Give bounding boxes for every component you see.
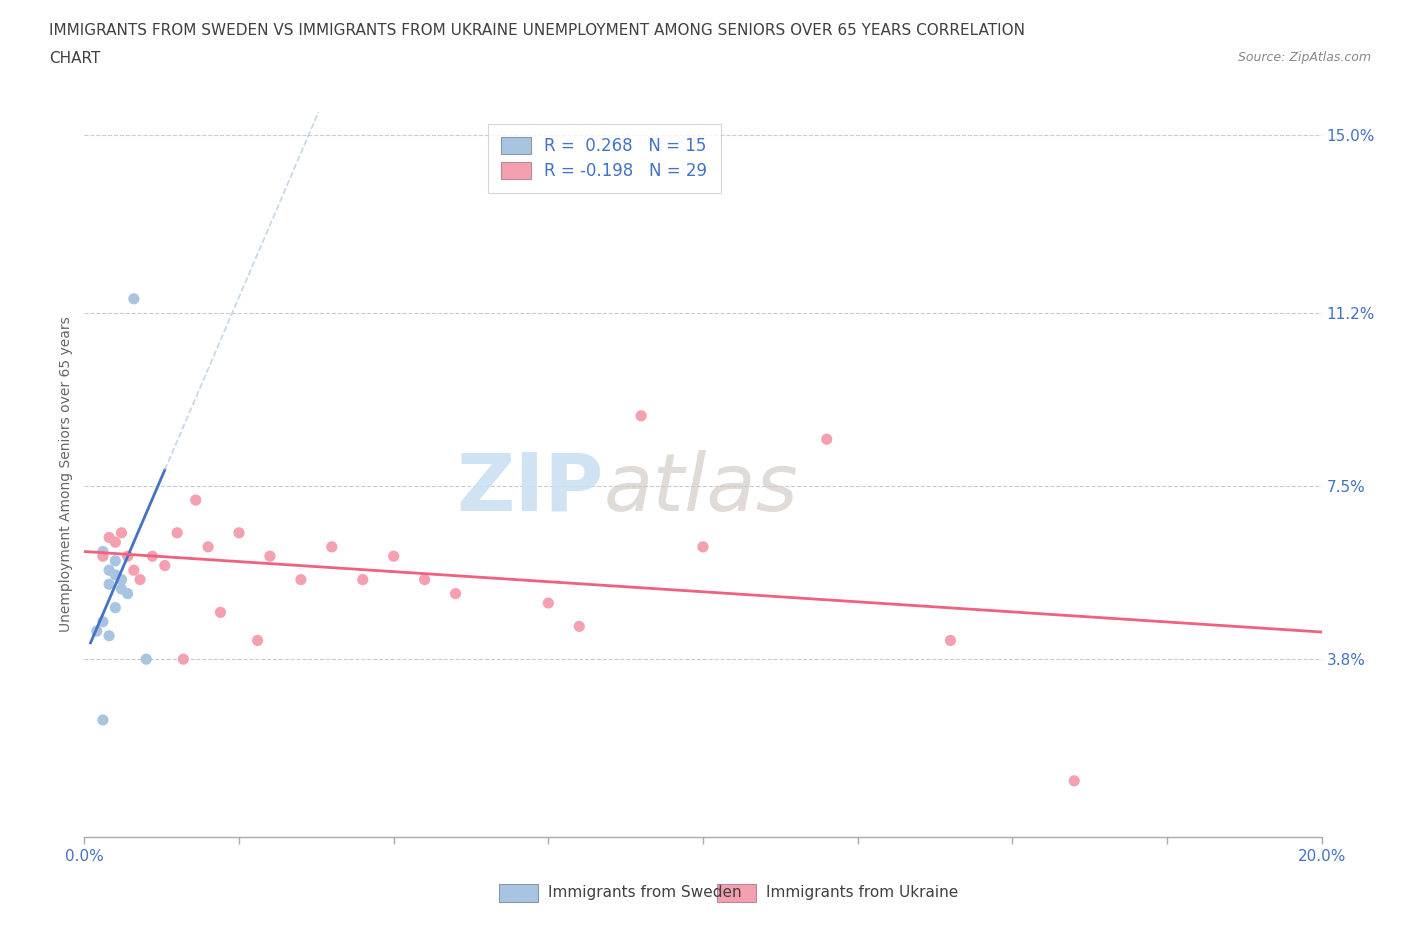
- Point: [228, 525, 250, 540]
- Point: [104, 567, 127, 582]
- Point: [166, 525, 188, 540]
- Point: [135, 652, 157, 667]
- Point: [413, 572, 436, 587]
- Text: CHART: CHART: [49, 51, 101, 66]
- Point: [259, 549, 281, 564]
- Point: [321, 539, 343, 554]
- Point: [122, 563, 145, 578]
- Legend: R =  0.268   N = 15, R = -0.198   N = 29: R = 0.268 N = 15, R = -0.198 N = 29: [488, 124, 720, 193]
- Point: [153, 558, 176, 573]
- Point: [141, 549, 163, 564]
- Point: [110, 581, 132, 596]
- Point: [104, 535, 127, 550]
- Point: [110, 525, 132, 540]
- Point: [98, 629, 121, 644]
- Point: [568, 619, 591, 634]
- Text: ZIP: ZIP: [457, 450, 605, 528]
- Point: [129, 572, 152, 587]
- Point: [110, 572, 132, 587]
- Point: [104, 600, 127, 615]
- Point: [444, 586, 467, 601]
- Point: [98, 563, 121, 578]
- Text: Immigrants from Ukraine: Immigrants from Ukraine: [766, 885, 959, 900]
- Point: [86, 624, 108, 639]
- Point: [122, 291, 145, 306]
- Point: [172, 652, 194, 667]
- Point: [209, 604, 232, 619]
- Point: [117, 586, 139, 601]
- Point: [290, 572, 312, 587]
- Point: [104, 553, 127, 568]
- Point: [537, 595, 560, 610]
- Point: [98, 577, 121, 591]
- Point: [246, 633, 269, 648]
- Text: atlas: atlas: [605, 450, 799, 528]
- Point: [91, 615, 114, 630]
- Y-axis label: Unemployment Among Seniors over 65 years: Unemployment Among Seniors over 65 years: [59, 316, 73, 632]
- Point: [197, 539, 219, 554]
- Point: [91, 549, 114, 564]
- Point: [352, 572, 374, 587]
- Point: [939, 633, 962, 648]
- Point: [1063, 774, 1085, 789]
- Point: [91, 544, 114, 559]
- Point: [98, 530, 121, 545]
- Point: [91, 712, 114, 727]
- Point: [630, 408, 652, 423]
- Point: [382, 549, 405, 564]
- Point: [815, 432, 838, 446]
- Point: [184, 493, 207, 508]
- Text: IMMIGRANTS FROM SWEDEN VS IMMIGRANTS FROM UKRAINE UNEMPLOYMENT AMONG SENIORS OVE: IMMIGRANTS FROM SWEDEN VS IMMIGRANTS FRO…: [49, 23, 1025, 38]
- Point: [117, 549, 139, 564]
- Text: Immigrants from Sweden: Immigrants from Sweden: [548, 885, 742, 900]
- Point: [692, 539, 714, 554]
- Text: Source: ZipAtlas.com: Source: ZipAtlas.com: [1237, 51, 1371, 64]
